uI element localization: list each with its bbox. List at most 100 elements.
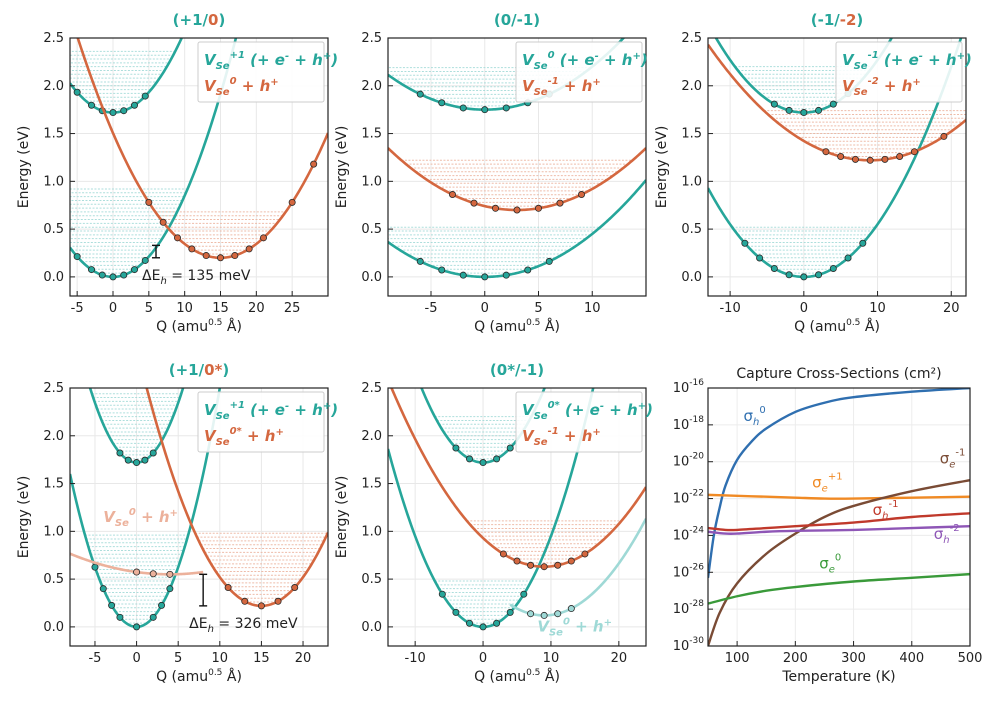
curve-lower_teal bbox=[708, 38, 963, 279]
data-point-upper_teal bbox=[800, 109, 808, 117]
plot-area bbox=[708, 388, 970, 646]
legend-entry: VSe-1 + h+ bbox=[522, 426, 601, 448]
panel-f: 100 200 300 400 50010-3010-2810-2610-2410-22… bbox=[673, 366, 983, 685]
legend-main: V bbox=[204, 427, 217, 445]
data-point-orange bbox=[259, 234, 267, 242]
title-left: (0*/-1) bbox=[490, 361, 544, 379]
x-axis-label-sup: 0.5 bbox=[208, 318, 222, 328]
x-tick-label: 0 bbox=[481, 301, 489, 316]
faded-sup2: + bbox=[604, 618, 612, 629]
panel-title: (+1/0) bbox=[173, 11, 226, 29]
y-tick-label: 1.0 bbox=[43, 174, 64, 189]
y-tick-label: 2.0 bbox=[361, 429, 382, 444]
data-point-orange bbox=[257, 602, 265, 610]
label-sub: e bbox=[822, 484, 828, 495]
x-axis-label-sup: 0.5 bbox=[526, 318, 540, 328]
legend-entry: VSe0 (+ e- + h+) bbox=[522, 50, 648, 72]
series-sigma_e0 bbox=[708, 572, 970, 605]
plot-area bbox=[708, 38, 966, 281]
label-sub: h bbox=[943, 535, 949, 546]
y-tick-label: 1.5 bbox=[681, 127, 702, 142]
data-point-orange bbox=[245, 245, 253, 253]
data-point-orange bbox=[202, 252, 210, 260]
label-sup: 0 bbox=[835, 553, 841, 564]
x-tick-label: 15 bbox=[253, 651, 270, 666]
data-point-lower_teal bbox=[770, 264, 778, 272]
faded-sub: Se bbox=[115, 518, 129, 529]
data-point-orange bbox=[291, 584, 299, 592]
faded-state-label: VSe0 + h+ bbox=[103, 507, 178, 529]
data-point-upper_teal bbox=[133, 459, 141, 467]
legend-sub: Se bbox=[854, 87, 868, 98]
tick-base: 10 bbox=[673, 381, 690, 396]
vibrational-levels-upper_teal bbox=[434, 416, 532, 460]
data-point-upper_teal bbox=[829, 100, 837, 108]
tick-exponent: -30 bbox=[689, 636, 704, 646]
legend-rest: (+ e bbox=[879, 51, 919, 69]
curve-orange bbox=[145, 388, 328, 608]
data-point-orange bbox=[188, 245, 196, 253]
x-tick-label: 0 bbox=[132, 651, 140, 666]
x-axis-label-main: Q (amu bbox=[156, 669, 208, 685]
legend-sub: Se bbox=[534, 87, 548, 98]
label-base: σ bbox=[873, 501, 883, 519]
series-label-sigma_h-2: σh-2 bbox=[934, 523, 960, 546]
data-point-lower_teal bbox=[479, 623, 487, 631]
y-tick-label: 1.0 bbox=[43, 524, 64, 539]
legend-sup: 0 bbox=[548, 50, 555, 61]
x-tick-label: 5 bbox=[174, 651, 182, 666]
data-point-faded_orange bbox=[166, 570, 174, 578]
legend-sup: -1 bbox=[868, 50, 879, 61]
vibrational-levels-upper_teal bbox=[70, 50, 176, 110]
x-axis-label: Q (amu0.5 Å) bbox=[794, 318, 880, 335]
vibrational-levels-lower_teal bbox=[434, 580, 532, 624]
legend-box bbox=[835, 41, 963, 103]
plot-area bbox=[388, 388, 646, 631]
tick-base: 10 bbox=[673, 492, 690, 507]
series-sigma_h-1 bbox=[708, 512, 970, 532]
legend-entry: VSe-1 + h+ bbox=[522, 76, 601, 98]
title-close: ) bbox=[218, 11, 225, 29]
legend-rest3: ) bbox=[330, 51, 338, 69]
data-point-lower_teal bbox=[158, 601, 166, 609]
series-sigma_e-1 bbox=[708, 478, 970, 646]
data-point-upper_teal bbox=[502, 104, 510, 112]
vibrational-levels-lower_teal bbox=[70, 188, 188, 274]
legend-sub: Se bbox=[216, 87, 230, 98]
data-point-lower_teal bbox=[98, 271, 106, 279]
y-tick-label: 1.5 bbox=[43, 477, 64, 492]
data-point-upper_teal bbox=[481, 106, 489, 114]
vibrational-levels-orange bbox=[155, 211, 286, 255]
delta-e-post: = 326 meV bbox=[214, 616, 298, 632]
legend-sup2: - bbox=[600, 401, 604, 412]
data-point-lower_teal bbox=[844, 254, 852, 262]
x-tick-label: -10 bbox=[719, 301, 740, 316]
x-tick-label: 15 bbox=[212, 301, 229, 316]
vibrational-levels-orange bbox=[401, 159, 633, 207]
data-point-lower_teal bbox=[465, 619, 473, 627]
legend-sub: Se bbox=[216, 411, 230, 422]
x-tick-label: 10 bbox=[212, 651, 229, 666]
y-tick-label: 1.5 bbox=[43, 127, 64, 142]
legend-entry: VSe0 + h+ bbox=[204, 76, 279, 98]
data-point-lower_teal bbox=[73, 253, 81, 261]
series-label-sigma_h0: σh0 bbox=[743, 405, 765, 428]
x-tick-label: 20 bbox=[943, 301, 960, 316]
data-point-lower_teal bbox=[149, 613, 157, 621]
x-axis-label-sup: 0.5 bbox=[846, 318, 860, 328]
y-tick-label: 0.5 bbox=[43, 572, 64, 587]
plot-area bbox=[70, 38, 328, 281]
data-point-lower_teal bbox=[829, 264, 837, 272]
series-sigma_h0 bbox=[708, 388, 970, 578]
tick-base: 10 bbox=[673, 639, 690, 654]
x-tick-label: -10 bbox=[405, 651, 426, 666]
data-point-upper_teal bbox=[452, 444, 460, 452]
y-tick-label: 10-24 bbox=[673, 525, 705, 543]
tick-base: 10 bbox=[673, 455, 690, 470]
legend-sup: 0* bbox=[230, 426, 243, 437]
panel-title: Capture Cross-Sections (cm²) bbox=[736, 366, 941, 382]
x-tick-label: 400 bbox=[899, 651, 924, 666]
x-tick-label: 20 bbox=[295, 651, 312, 666]
legend-main: V bbox=[204, 51, 217, 69]
x-tick-label: 5 bbox=[145, 301, 153, 316]
